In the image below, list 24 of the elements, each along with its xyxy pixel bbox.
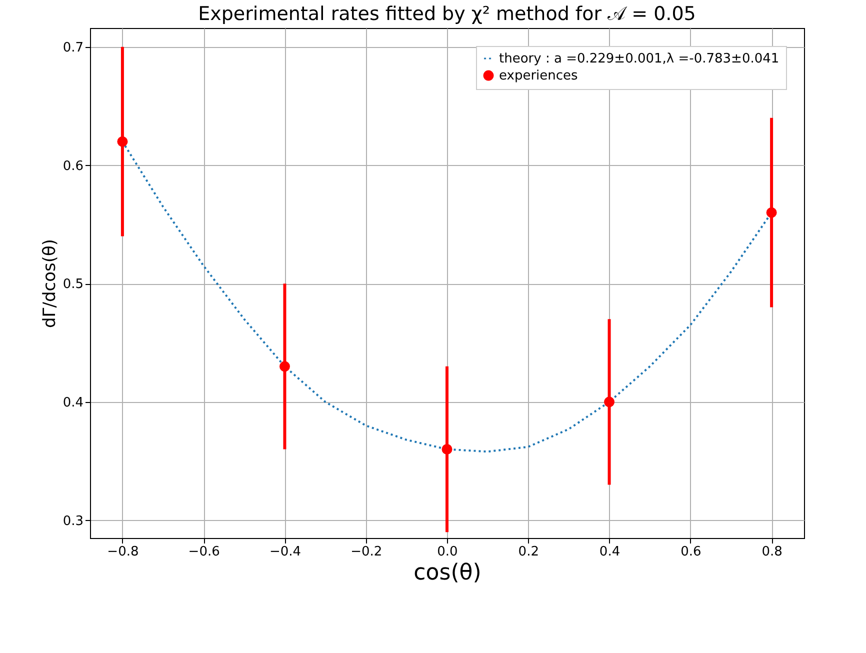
- legend-label: theory : a =0.229±0.001,λ =-0.783±0.041: [499, 52, 780, 66]
- point: [117, 136, 128, 147]
- y-tick-label: 0.5: [62, 277, 84, 292]
- legend-label: experiences: [499, 68, 578, 84]
- x-tick-label: −0.4: [269, 544, 302, 560]
- x-tick-label: 0.8: [762, 544, 782, 560]
- point: [766, 207, 777, 218]
- y-tick-label: 0.4: [62, 395, 84, 410]
- x-tick-label: −0.8: [107, 544, 139, 560]
- x-tick-label: 0.2: [518, 544, 539, 560]
- point: [442, 444, 452, 454]
- y-tick-label: 0.3: [62, 514, 84, 529]
- y-tick-label: 0.6: [62, 158, 84, 174]
- y-tick-label: 0.7: [62, 40, 84, 56]
- x-tick-label: −0.2: [350, 544, 382, 560]
- point: [604, 396, 615, 408]
- chart-title: Experimental rates fitted by χ² method for 𝒜 = 0.05: [198, 3, 696, 25]
- point: [279, 361, 290, 372]
- x-axis-title: cos(θ): [414, 560, 482, 586]
- x-tick-label: 0.6: [680, 544, 702, 560]
- x-tick-label: 0.0: [437, 544, 458, 560]
- x-tick-label: −0.6: [188, 544, 220, 560]
- y-axis-title: dΓ/dcos(θ): [40, 238, 60, 328]
- x-tick-label: 0.4: [599, 544, 620, 560]
